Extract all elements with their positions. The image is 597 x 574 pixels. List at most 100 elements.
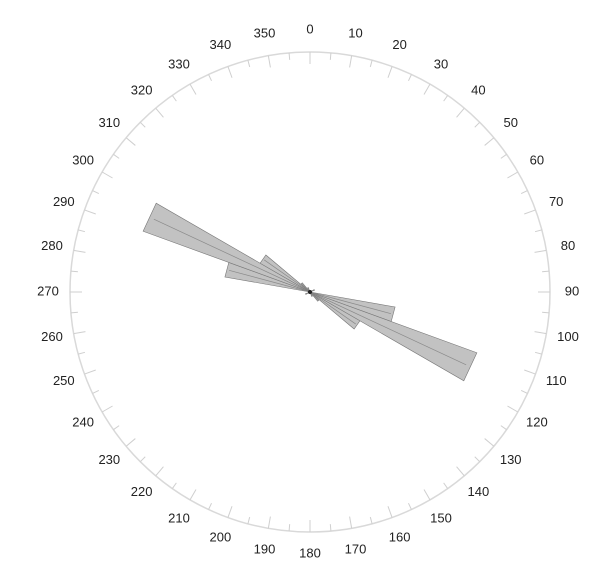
tick-310 [125,137,136,146]
direction-label-70: 70 [549,194,563,209]
direction-label-120: 120 [526,414,548,429]
tick-60 [507,171,519,179]
tick-100 [534,331,547,335]
center-point [308,290,312,294]
tick-35 [443,95,449,102]
petal-axis-305 [264,259,311,293]
direction-label-0: 0 [306,21,313,36]
tick-235 [113,425,120,431]
tick-265 [70,311,78,314]
tick-195 [247,516,251,524]
tick-120 [507,405,519,413]
direction-label-110: 110 [546,373,567,388]
tick-210 [189,489,197,501]
direction-label-320: 320 [131,83,153,98]
tick-135 [474,456,481,463]
tick-285 [78,229,86,233]
direction-label-100: 100 [557,329,579,344]
tick-245 [92,390,100,394]
direction-label-300: 300 [72,152,94,167]
petal-290-300 [142,202,311,293]
tick-40 [456,107,465,118]
tick-25 [408,74,412,82]
tick-190 [267,516,271,529]
direction-label-180: 180 [299,545,321,560]
petal-120-130 [309,291,361,330]
tick-170 [349,516,353,529]
tick-280 [73,249,86,253]
tick-95 [542,311,550,314]
direction-label-10: 10 [348,25,362,40]
tick-140 [456,466,465,477]
direction-label-220: 220 [131,484,153,499]
tick-320 [155,107,164,118]
tick-255 [78,351,86,355]
direction-label-240: 240 [72,414,94,429]
direction-label-340: 340 [210,37,232,52]
tick-115 [520,390,528,394]
direction-label-140: 140 [468,484,490,499]
tick-155 [408,502,412,510]
direction-label-310: 310 [98,115,120,130]
tick-200 [227,506,233,518]
tick-165 [369,516,373,524]
tick-130 [484,438,495,447]
direction-label-90: 90 [565,283,579,298]
petal-axis-295 [153,218,311,293]
direction-labels: 0 10 20 30 40 50 60 70 80 90 100 110 120 130 140 150 160… [37,21,579,560]
tick-145 [443,482,449,489]
tick-65 [520,190,528,194]
petal-axis-105 [309,291,392,315]
tick-150 [423,489,431,501]
direction-label-160: 160 [389,530,411,545]
direction-label-50: 50 [503,115,517,130]
tick-70 [524,209,536,215]
direction-label-230: 230 [98,452,120,467]
tick-335 [208,74,212,82]
tick-80 [534,249,547,253]
tick-325 [171,95,177,102]
tick-105 [534,351,542,355]
tick-315 [139,121,146,128]
tick-45 [474,121,481,128]
direction-label-290: 290 [53,194,75,209]
direction-label-250: 250 [53,373,75,388]
tick-55 [500,153,507,159]
tick-225 [139,456,146,463]
tick-110 [524,369,536,375]
tick-345 [247,60,251,68]
tick-350 [267,55,271,68]
tick-330 [189,83,197,95]
direction-label-270: 270 [37,283,59,298]
tick-340 [227,66,233,78]
direction-label-150: 150 [430,510,452,525]
tick-220 [155,466,164,477]
petal-axis-285 [228,269,311,293]
tick-290 [84,209,96,215]
tick-250 [84,369,96,375]
tick-125 [500,425,507,431]
direction-label-20: 20 [392,37,406,52]
tick-230 [125,438,136,447]
tick-5 [329,52,332,60]
direction-label-210: 210 [168,510,190,525]
direction-label-130: 130 [500,452,522,467]
tick-275 [70,270,78,273]
tick-15 [369,60,373,68]
direction-label-80: 80 [561,238,575,253]
petal-axis-125 [309,291,356,325]
direction-label-350: 350 [254,25,276,40]
direction-label-40: 40 [471,83,485,98]
tick-20 [387,66,393,78]
direction-label-170: 170 [345,541,367,556]
direction-label-260: 260 [41,329,63,344]
tick-75 [534,229,542,233]
tick-295 [92,190,100,194]
tick-175 [329,524,332,532]
direction-label-330: 330 [168,57,190,72]
tick-260 [73,331,86,335]
tick-marks [70,52,550,532]
tick-305 [113,153,120,159]
tick-240 [101,405,113,413]
tick-30 [423,83,431,95]
